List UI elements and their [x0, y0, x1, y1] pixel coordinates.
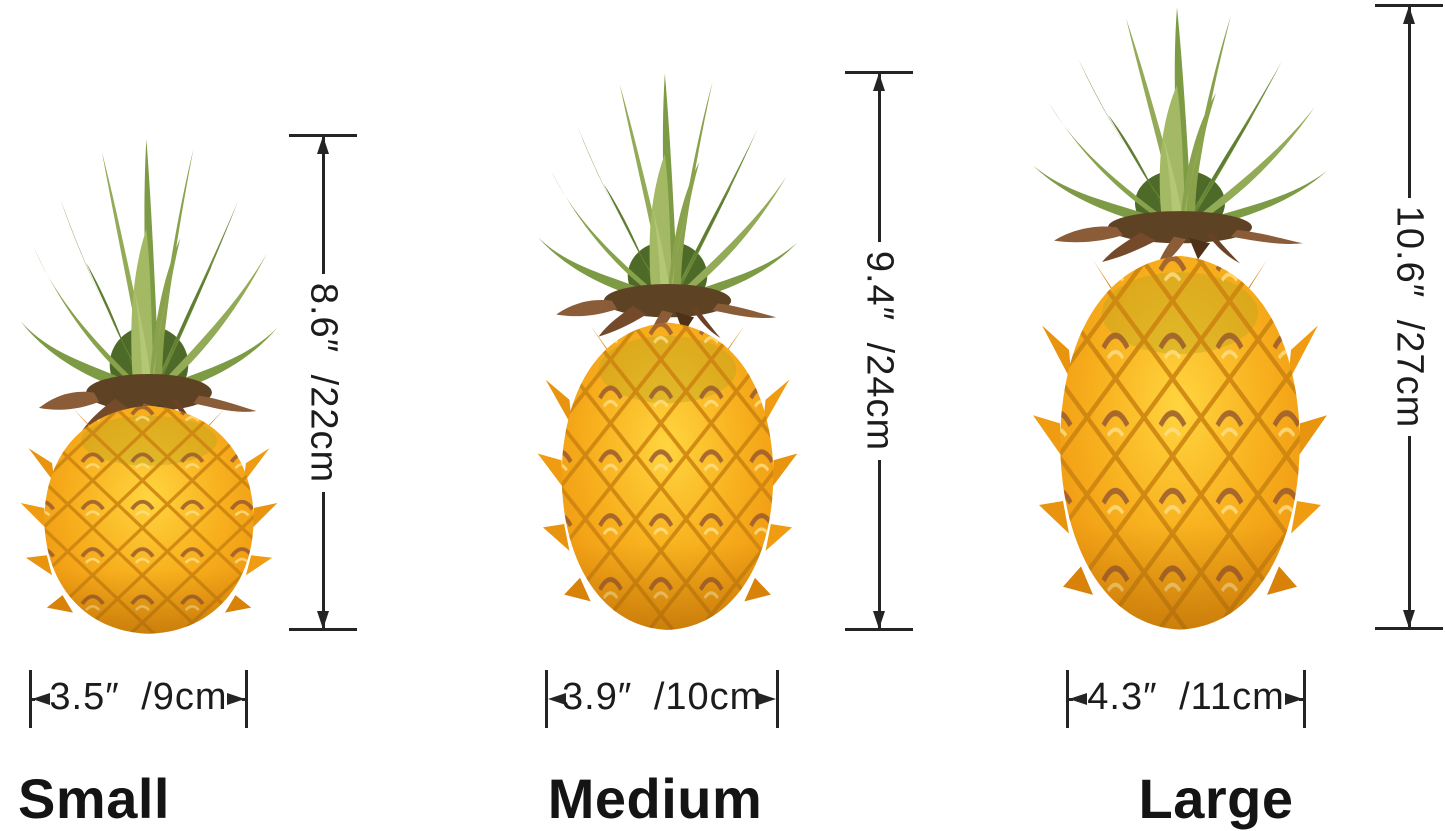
pineapple-small-image	[20, 139, 278, 634]
height-value-small: 8.6″ /22cm	[302, 282, 345, 483]
dimension-arrow-up-icon	[1407, 7, 1411, 198]
dimension-arrow-up-icon	[321, 137, 325, 274]
dimension-arrow-left-icon	[32, 697, 36, 701]
dimension-arrow-right-icon	[1298, 697, 1303, 701]
height-value-large: 10.6″ /27cm	[1388, 205, 1431, 429]
dimension-arrow-down-icon	[877, 460, 881, 628]
dimension-end-cap	[245, 670, 248, 728]
height-dimension-large: 10.6″ /27cm	[1375, 4, 1443, 630]
width-dimension-small: 3.5″ /9cm	[29, 670, 248, 728]
width-dimension-large: 4.3″ /11cm	[1066, 670, 1306, 728]
dimension-end-cap	[1303, 670, 1306, 728]
height-dimension-small: 8.6″ /22cm	[289, 134, 357, 631]
height-value-medium: 9.4″ /24cm	[858, 250, 901, 452]
width-dimension-medium: 3.9″ /10cm	[545, 670, 780, 728]
dimension-arrow-down-icon	[1407, 436, 1411, 627]
size-label-large: Large	[1138, 767, 1294, 830]
dimension-end-cap	[545, 670, 548, 728]
size-label-medium: Medium	[547, 767, 763, 830]
width-value-large: 4.3″ /11cm	[1087, 675, 1285, 718]
dimension-end-cap	[1375, 627, 1443, 630]
size-label-small: Small	[18, 767, 170, 830]
width-value-small: 3.5″ /9cm	[49, 675, 228, 718]
dimension-end-cap	[845, 628, 913, 631]
dimension-arrow-down-icon	[321, 491, 325, 628]
height-dimension-medium: 9.4″ /24cm	[845, 71, 913, 631]
pineapple-medium-image	[537, 73, 798, 630]
dimension-end-cap	[29, 670, 32, 728]
dimension-end-cap	[776, 670, 780, 728]
pineapple-large-image	[1033, 7, 1327, 630]
dimension-arrow-right-icon	[241, 697, 245, 701]
dimension-end-cap	[289, 628, 357, 631]
width-value-medium: 3.9″ /10cm	[562, 675, 763, 718]
dimension-arrow-left-icon	[1069, 697, 1074, 701]
dimension-end-cap	[1066, 670, 1069, 728]
dimension-arrow-up-icon	[877, 74, 881, 242]
